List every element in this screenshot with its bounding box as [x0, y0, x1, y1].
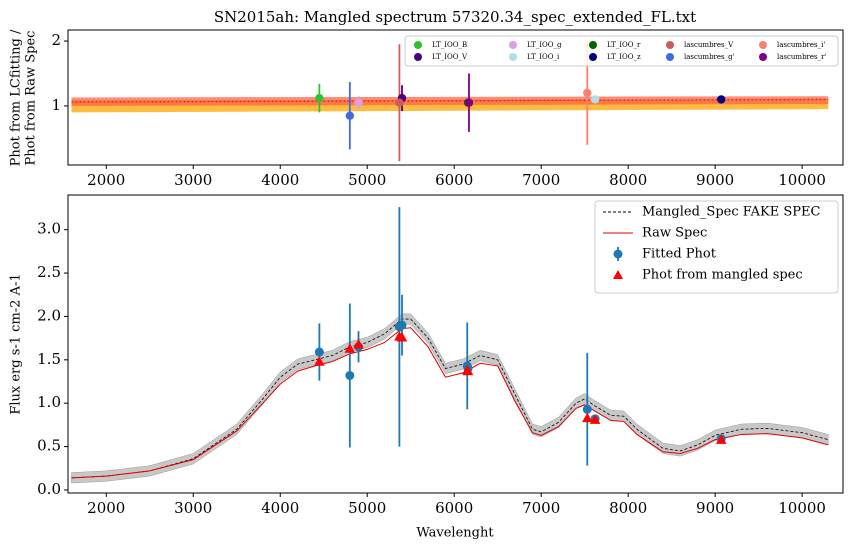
triangle-marker	[582, 412, 593, 423]
y-tick-label: 3.0	[37, 220, 61, 238]
legend-label: Phot from mangled spec	[642, 268, 803, 283]
x-tick-label: 8000	[609, 499, 647, 517]
y-tick-label: 2.5	[37, 263, 61, 281]
legend-marker	[666, 53, 674, 61]
legend-marker	[589, 53, 597, 61]
x-tick-label: 3000	[174, 171, 212, 189]
legend-marker	[666, 41, 674, 49]
legend-marker	[414, 53, 422, 61]
x-tick-label: 2000	[87, 499, 125, 517]
legend-marker	[759, 53, 767, 61]
y-tick-label: 1.0	[37, 393, 61, 411]
triangle-marker	[715, 434, 727, 444]
legend-label: LT_IOO_z	[607, 53, 641, 61]
y-tick-label: 1	[51, 96, 61, 114]
x-tick-label: 2000	[87, 171, 125, 189]
triangle-marker	[344, 343, 356, 353]
x-axis-label: Wavelenght	[416, 526, 494, 541]
legend-marker	[509, 53, 517, 61]
point	[717, 95, 726, 104]
point	[464, 98, 474, 107]
x-tick-label: 4000	[261, 171, 299, 189]
legend-label: LT_IOO_g	[527, 41, 562, 49]
legend-label: LT_IOO_r	[607, 41, 641, 49]
legend-marker	[414, 41, 422, 49]
point	[345, 111, 355, 120]
legend-label: lascumbres_i'	[777, 41, 825, 49]
x-tick-label: 6000	[435, 499, 473, 517]
legend-box	[594, 200, 839, 294]
y-tick-label: 2	[51, 31, 61, 49]
fit-band	[71, 96, 829, 106]
point	[583, 88, 592, 98]
triangle-marker	[589, 414, 601, 424]
spectrum-line	[71, 318, 829, 479]
point	[314, 347, 324, 357]
uncertainty-band	[71, 313, 829, 484]
legend-label: Raw Spec	[642, 226, 707, 241]
y-tick-label: 0.5	[37, 437, 61, 455]
legend-label: lascumbres_g'	[684, 53, 735, 61]
y-tick-label: 0.0	[37, 480, 61, 498]
point	[354, 98, 363, 107]
legend-label: LT_IOO_i	[527, 53, 560, 61]
legend-marker	[509, 41, 517, 49]
legend-marker	[613, 270, 623, 279]
y-tick-label: 2.0	[37, 306, 61, 324]
y-axis-label: Phot from LCfitting /	[9, 29, 24, 166]
x-tick-label: 10000	[778, 499, 826, 517]
legend-marker	[613, 249, 623, 259]
y-axis-label: Flux erg s-1 cm-2 A-1	[9, 273, 24, 414]
point	[582, 404, 592, 414]
point	[590, 95, 600, 104]
legend-marker	[759, 41, 767, 49]
x-tick-label: 6000	[435, 171, 473, 189]
spectrum-line	[71, 327, 829, 479]
x-tick-label: 10000	[778, 171, 826, 189]
x-tick-label: 7000	[522, 171, 560, 189]
x-tick-label: 3000	[174, 499, 212, 517]
x-tick-label: 5000	[348, 499, 386, 517]
point	[397, 320, 407, 330]
legend-label: Mangled_Spec FAKE SPEC	[642, 205, 821, 220]
triangle-marker	[462, 365, 474, 376]
triangle-marker	[314, 356, 325, 366]
plot-area	[71, 41, 829, 162]
triangle-marker	[353, 338, 364, 349]
point	[345, 370, 355, 380]
x-tick-label: 8000	[609, 171, 647, 189]
legend-label: lascumbres_r'	[777, 53, 826, 61]
x-tick-label: 9000	[696, 499, 734, 517]
axes-frame	[67, 194, 844, 494]
legend-label: lascumbres_V	[684, 41, 734, 49]
legend-marker	[589, 41, 597, 49]
x-tick-label: 5000	[348, 171, 386, 189]
x-tick-label: 9000	[696, 171, 734, 189]
triangle-marker	[396, 332, 408, 342]
axes-frame	[67, 29, 844, 166]
chart-title: SN2015ah: Mangled spectrum 57320.34_spec…	[214, 8, 696, 26]
legend-label: Fitted Phot	[642, 247, 717, 262]
legend-label: LT_IOO_B	[432, 41, 467, 49]
y-axis-label: Phot from Raw Spec	[24, 31, 39, 166]
point	[315, 93, 324, 103]
y-tick-label: 1.5	[37, 350, 61, 368]
x-tick-label: 7000	[522, 499, 560, 517]
point	[395, 98, 404, 107]
x-tick-label: 4000	[261, 499, 299, 517]
legend-label: LT_IOO_V	[432, 53, 468, 61]
